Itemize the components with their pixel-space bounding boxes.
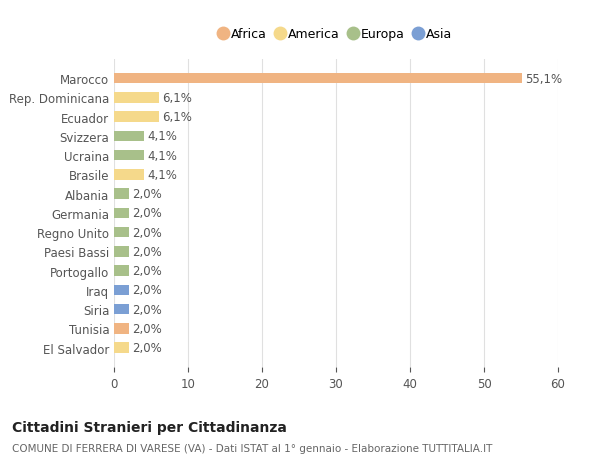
Bar bbox=[114, 324, 129, 334]
Text: 2,0%: 2,0% bbox=[132, 264, 161, 278]
Text: 6,1%: 6,1% bbox=[162, 111, 192, 124]
Bar bbox=[114, 304, 129, 315]
Bar bbox=[114, 112, 159, 123]
Text: 2,0%: 2,0% bbox=[132, 207, 161, 220]
Bar bbox=[114, 266, 129, 276]
Bar bbox=[114, 151, 145, 161]
Bar bbox=[114, 73, 522, 84]
Bar bbox=[114, 189, 129, 200]
Bar bbox=[114, 208, 129, 219]
Bar bbox=[114, 285, 129, 296]
Text: 55,1%: 55,1% bbox=[525, 73, 562, 85]
Text: 2,0%: 2,0% bbox=[132, 226, 161, 239]
Text: 2,0%: 2,0% bbox=[132, 303, 161, 316]
Text: 4,1%: 4,1% bbox=[148, 168, 177, 181]
Bar bbox=[114, 227, 129, 238]
Text: 2,0%: 2,0% bbox=[132, 246, 161, 258]
Text: Cittadini Stranieri per Cittadinanza: Cittadini Stranieri per Cittadinanza bbox=[12, 420, 287, 434]
Bar bbox=[114, 93, 159, 103]
Text: 2,0%: 2,0% bbox=[132, 284, 161, 297]
Text: 2,0%: 2,0% bbox=[132, 322, 161, 335]
Bar bbox=[114, 246, 129, 257]
Bar bbox=[114, 131, 145, 142]
Text: 2,0%: 2,0% bbox=[132, 188, 161, 201]
Text: 6,1%: 6,1% bbox=[162, 92, 192, 105]
Bar bbox=[114, 343, 129, 353]
Text: 4,1%: 4,1% bbox=[148, 149, 177, 162]
Text: 4,1%: 4,1% bbox=[148, 130, 177, 143]
Bar bbox=[114, 170, 145, 180]
Legend: Africa, America, Europa, Asia: Africa, America, Europa, Asia bbox=[217, 26, 455, 44]
Text: 2,0%: 2,0% bbox=[132, 341, 161, 354]
Text: COMUNE DI FERRERA DI VARESE (VA) - Dati ISTAT al 1° gennaio - Elaborazione TUTTI: COMUNE DI FERRERA DI VARESE (VA) - Dati … bbox=[12, 443, 493, 453]
